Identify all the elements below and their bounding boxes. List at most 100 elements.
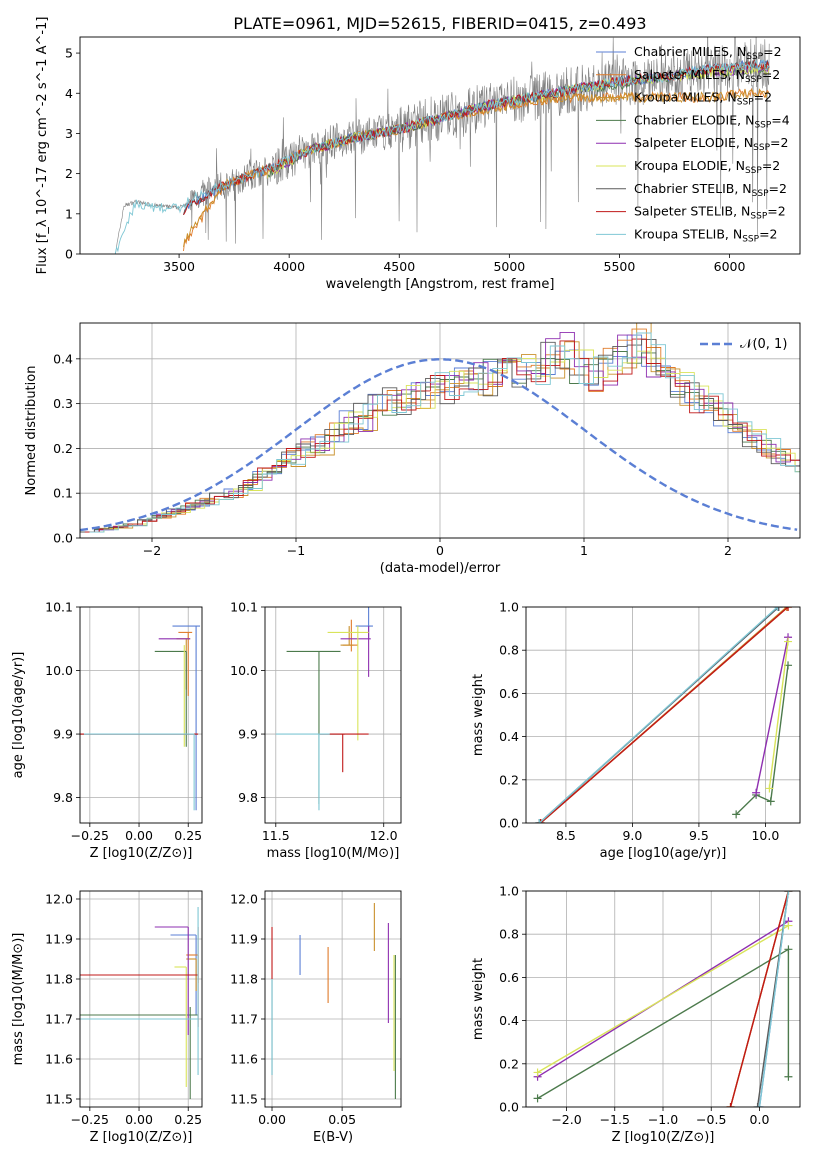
y-tick-label: 11.5 [230,1092,258,1107]
errorbar-point [154,650,187,747]
weight_vs_age-xlabel: age [log10(age/yr)] [600,846,727,861]
y-tick-label: 12.0 [45,892,73,907]
spectrum-model-line [183,60,770,216]
age_vs_mass-axes: 11.5 12.0 9.8 9.9 10.0 10.1 mass [log10(M/M⊙)] [230,600,402,861]
age_vs_Z-axes: −0.25 0.00 0.25 9.8 9.9 10.0 10.1 Z [log10(Z/Z⊙… [11,600,203,861]
spectrum-legend: Chabrier MILES, NSSP=2 Salpeter MILES, NS… [596,44,790,244]
y-tick-label: 11.8 [45,972,73,987]
weight-line [768,641,789,789]
y-tick-label: 11.9 [45,932,73,947]
axes-frame [79,606,203,824]
errorbar-point [340,626,371,677]
x-tick-label: −0.25 [71,828,109,843]
weight-marker [784,921,793,930]
y-tick-label: 11.6 [45,1052,73,1067]
weight-marker [752,788,761,797]
y-tick-label: 0.0 [499,1100,519,1115]
weight-marker [784,891,793,895]
y-tick-label: 11.7 [45,1012,73,1027]
x-tick-label: 12.0 [370,828,398,843]
y-tick-label: 0.4 [499,1013,519,1028]
weight-marker [784,1072,793,1081]
weight_vs_Z-xlabel: Z [log10(Z/Z⊙)] [612,1130,715,1145]
y-tick-label: 11.7 [230,1012,258,1027]
x-tick-label: 0.05 [328,1112,356,1127]
y-tick-label: 0.4 [499,729,519,744]
errorbar-point [174,966,187,1087]
y-tick-label: 9.9 [238,727,258,742]
weight-line [758,891,790,1107]
legend-label: Salpeter ELODIE, NSSP=2 [634,135,788,153]
weight-line [735,665,789,815]
y-tick-label: 0.0 [53,531,73,546]
y-tick-label: 0.6 [499,970,519,985]
x-tick-label: 0.00 [258,1112,286,1127]
y-tick-label: 9.8 [53,790,73,805]
y-tick-label: 10.1 [230,600,258,615]
weight-line [729,891,790,1107]
axes-frame [264,606,402,824]
weight-marker [784,607,793,611]
errorbar-point [327,626,369,741]
x-tick-label: 0.0 [750,1112,770,1127]
x-tick-label: 9.0 [622,828,642,843]
age_vs_Z-ylabel: age [log10(age/yr)] [11,652,26,779]
x-tick-label: 4500 [383,259,415,274]
x-tick-label: 10.0 [751,828,779,843]
x-tick-label: −0.25 [71,1112,109,1127]
errorbar-point [154,926,189,1035]
y-tick-label: 0.6 [499,686,519,701]
x-tick-label: −1.5 [600,1112,630,1127]
spectrum-ylabel: Flux [f_λ 10^-17 erg cm^-2 s^-1 A^-1] [35,17,50,275]
weight-line [755,637,789,793]
x-tick-label: 4000 [273,259,305,274]
errorbar-point [286,650,341,804]
x-tick-label: 0.00 [125,828,153,843]
age_vs_mass-xlabel: mass [log10(M/M⊙)] [267,846,400,861]
y-tick-label: 1.0 [499,884,519,899]
x-tick-label: 6000 [714,259,746,274]
legend-label: Kroupa STELIB, NSSP=2 [634,226,778,244]
legend-label: Chabrier ELODIE, NSSP=4 [634,112,790,130]
weight-marker [536,819,545,823]
y-tick-label: 0.4 [53,351,73,366]
gaussian-curve [80,358,798,532]
errorbar-point [275,733,330,811]
y-tick-label: 11.6 [230,1052,258,1067]
errorbar-point [340,626,354,646]
x-tick-label: 5000 [493,259,525,274]
x-tick-label: 0.25 [174,828,202,843]
legend-label: Salpeter STELIB, NSSP=2 [634,204,786,222]
x-tick-label: −1.0 [648,1112,678,1127]
weight-line [537,924,789,1074]
y-tick-label: 0.3 [53,396,73,411]
histogram-step [89,323,800,533]
y-tick-label: 2 [65,166,73,181]
weight-marker [782,607,791,611]
x-tick-label: 0.25 [174,1112,202,1127]
weight-marker [784,945,793,954]
residual_hist-xlabel: (data-model)/error [380,561,501,576]
mass_vs_Z-axes: −0.25 0.00 0.25 11.5 11.6 11.7 11.8 11.9 12.0 Z [… [11,890,203,1145]
y-tick-label: 11.8 [230,972,258,987]
mass_vs_ebv-axes: 0.00 0.05 11.5 11.6 11.7 11.8 11.9 12.0 E(B-V) [230,890,402,1145]
weight_vs_age-ylabel: mass weight [471,674,486,756]
legend-label: 𝒩(0, 1) [740,337,787,352]
y-tick-label: 10.0 [45,663,73,678]
weight-marker [773,607,782,611]
y-tick-label: 10.0 [230,663,258,678]
y-tick-label: 5 [65,46,73,61]
y-tick-label: 0.1 [53,486,73,501]
axes-frame [525,606,801,824]
x-tick-label: 5500 [604,259,636,274]
x-tick-label: 3500 [163,259,195,274]
y-tick-label: 0.2 [499,1056,519,1071]
x-tick-label: 1 [580,543,588,558]
residual_hist-axes: −2 −1 0 1 2 0.0 0.1 0.2 0.3 0.4 (data-model)/error… [24,322,801,576]
weight_vs_age-axes: 8.5 9.0 9.5 10.0 0.0 0.2 0.4 0.6 0.8 1.0 age [log1… [471,600,801,861]
y-tick-label: 9.9 [53,727,73,742]
y-tick-label: 9.8 [238,790,258,805]
x-tick-label: −0.5 [696,1112,726,1127]
axes-frame [79,322,801,539]
x-tick-label: 0.00 [125,1112,153,1127]
